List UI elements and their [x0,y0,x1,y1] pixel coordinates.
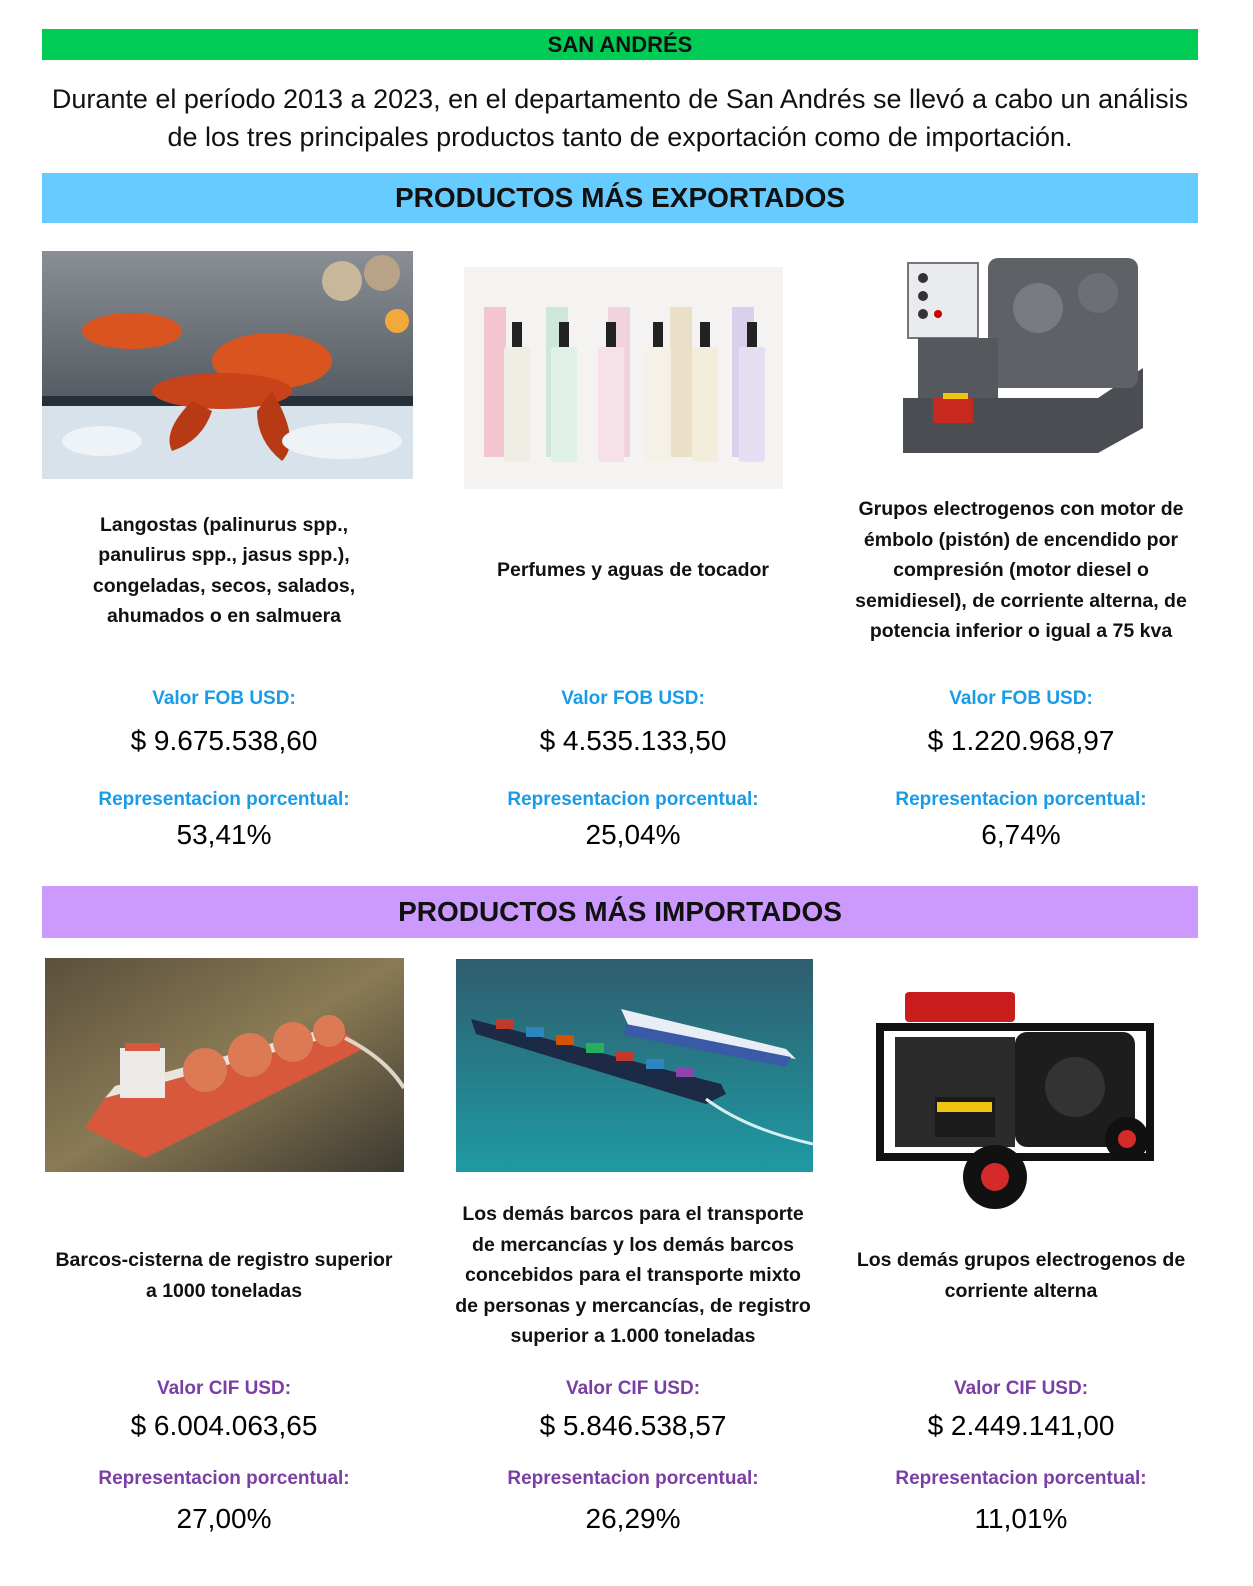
intro-paragraph: Durante el período 2013 a 2023, en el de… [51,84,1189,152]
cif-label: Valor CIF USD: [953,1378,1089,1399]
fob-value: $ 9.675.538,60 [130,725,318,756]
title-band: SAN ANDRÉS [42,29,1198,60]
product-name: Grupos electrogenos con motor de émbolo … [855,498,1187,643]
cargo-ships-photo [456,959,813,1172]
percent-label: Representacion porcentual: [98,1468,350,1489]
diesel-generator-photo [898,248,1148,470]
cif-value: $ 2.449.141,00 [927,1410,1115,1441]
percent-value: 25,04% [585,819,681,850]
fob-label: Valor FOB USD: [152,688,296,709]
lobster-photo [42,251,413,479]
tanker-ship-photo [45,958,404,1172]
percent-value: 53,41% [176,819,272,850]
cif-label: Valor CIF USD: [565,1378,701,1399]
percent-value: 11,01% [974,1503,1068,1534]
fob-value: $ 4.535.133,50 [539,725,727,756]
percent-value: 6,74% [981,819,1061,850]
percent-label: Representacion porcentual: [507,789,759,810]
fob-value: $ 1.220.968,97 [927,725,1115,756]
product-name: Langostas (palinurus spp., panulirus spp… [92,513,356,628]
product-name: Los demás barcos para el transporte de m… [455,1203,811,1348]
percent-value: 27,00% [176,1503,272,1534]
exports-heading-band: PRODUCTOS MÁS EXPORTADOS [42,173,1198,223]
percent-value: 26,29% [585,1503,681,1534]
page-title: SAN ANDRÉS [547,31,693,57]
perfume-bottles-photo [464,267,783,489]
imports-heading-band: PRODUCTOS MÁS IMPORTADOS [42,886,1198,938]
percent-label: Representacion porcentual: [98,789,350,810]
exports-heading: PRODUCTOS MÁS EXPORTADOS [394,182,846,213]
percent-label: Representacion porcentual: [507,1468,759,1489]
product-name: Barcos-cisterna de registro superior a 1… [55,1249,393,1302]
portable-generator-photo [865,987,1165,1217]
percent-label: Representacion porcentual: [895,789,1147,810]
imports-heading: PRODUCTOS MÁS IMPORTADOS [398,896,842,927]
product-name: Los demás grupos electrogenos de corrien… [856,1249,1186,1302]
cif-label: Valor CIF USD: [156,1378,292,1399]
percent-label: Representacion porcentual: [895,1468,1147,1489]
cif-value: $ 6.004.063,65 [130,1410,318,1441]
fob-label: Valor FOB USD: [561,688,705,709]
product-name: Perfumes y aguas de tocador [496,559,769,582]
cif-value: $ 5.846.538,57 [539,1410,727,1441]
fob-label: Valor FOB USD: [949,688,1093,709]
